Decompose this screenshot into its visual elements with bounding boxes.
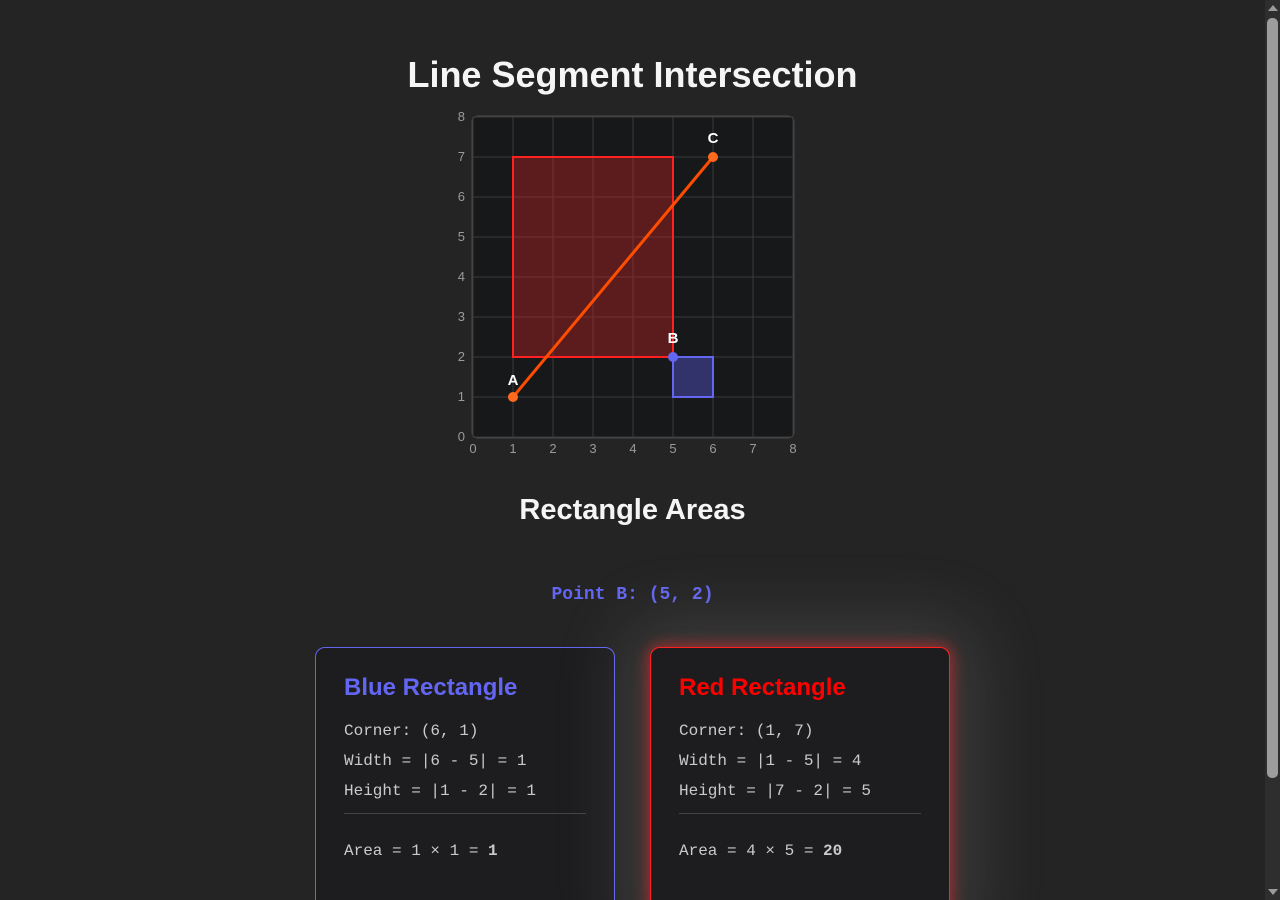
svg-text:0: 0 [457, 429, 464, 444]
svg-text:3: 3 [457, 309, 464, 324]
svg-text:0: 0 [469, 441, 476, 456]
svg-text:C: C [707, 130, 718, 147]
svg-text:2: 2 [457, 349, 464, 364]
svg-text:5: 5 [457, 229, 464, 244]
svg-text:4: 4 [629, 441, 636, 456]
svg-text:1: 1 [457, 389, 464, 404]
svg-text:4: 4 [457, 269, 464, 284]
svg-text:1: 1 [509, 441, 516, 456]
svg-text:7: 7 [749, 441, 756, 456]
svg-text:3: 3 [589, 441, 596, 456]
svg-text:7: 7 [457, 149, 464, 164]
svg-text:6: 6 [457, 189, 464, 204]
svg-text:5: 5 [669, 441, 676, 456]
svg-text:6: 6 [709, 441, 716, 456]
svg-text:8: 8 [789, 441, 796, 456]
svg-text:B: B [667, 330, 678, 347]
svg-text:8: 8 [457, 109, 464, 124]
svg-text:A: A [507, 372, 518, 389]
svg-text:2: 2 [549, 441, 556, 456]
